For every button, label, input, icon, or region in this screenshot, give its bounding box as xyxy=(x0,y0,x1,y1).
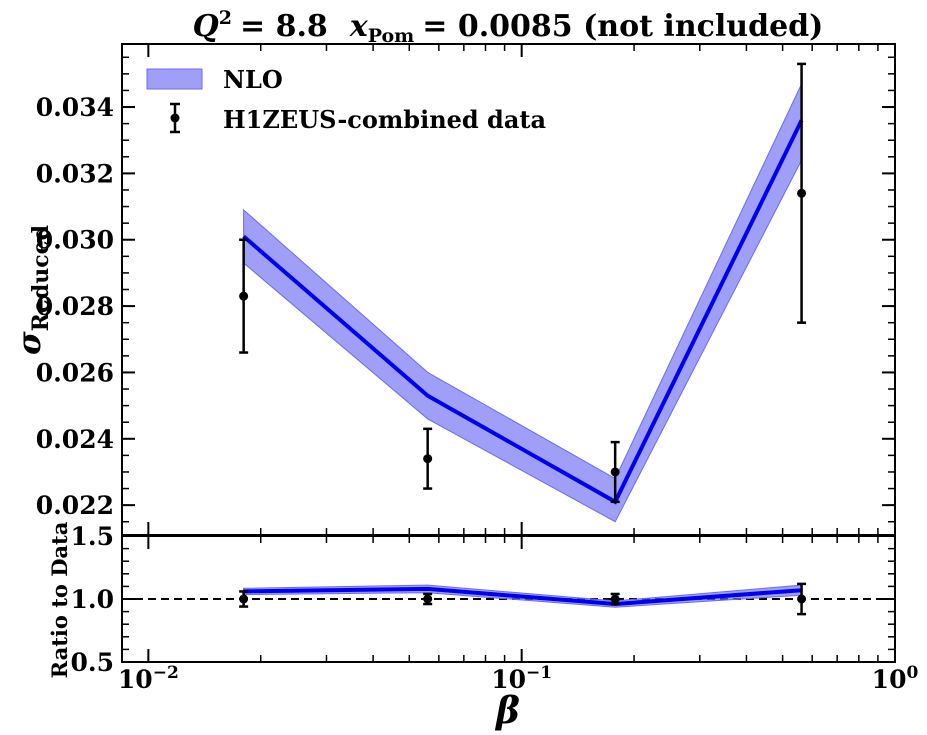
data-marker xyxy=(797,188,807,198)
ratio-data-marker xyxy=(239,594,249,604)
ratio-data-marker xyxy=(423,594,433,604)
data-point xyxy=(423,427,433,490)
y-tick-label: 0.030 xyxy=(36,226,114,255)
ratio-data-point xyxy=(423,592,433,606)
y-tick-label: 0.024 xyxy=(36,425,114,454)
x-tick-label: 10−1 xyxy=(491,663,552,694)
legend-swatch-nlo xyxy=(146,68,203,90)
main-plot-panel: 0.022 0.024 0.026 0.028 0.030 0.032 0.034 xyxy=(36,43,896,536)
legend-label-nlo: NLO xyxy=(223,65,283,94)
ratio-data-point xyxy=(797,582,807,616)
y-tick-label: 0.034 xyxy=(36,93,114,122)
legend-label-data: H1ZEUS-combined data xyxy=(223,105,546,134)
y-axis-label: σReduced xyxy=(10,225,54,355)
ratio-data-point xyxy=(239,590,249,608)
ratio-data-marker xyxy=(797,594,807,604)
y-tick-label: 0.032 xyxy=(36,159,114,188)
nlo-line xyxy=(242,119,804,505)
legend-swatch-data xyxy=(170,102,180,134)
x-tick-label: 100 xyxy=(872,663,919,694)
ratio-plot-panel: 0.5 1.0 1.5 10−2 10−1 100 xyxy=(71,522,919,694)
ratio-y-tick-label: 0.5 xyxy=(71,648,115,677)
chart-title: Q2 = 8.8 xPom = 0.0085 (not included) xyxy=(193,7,824,47)
ratio-y-tick-labels: 0.5 1.0 1.5 xyxy=(71,522,115,677)
ratio-y-tick-label: 1.0 xyxy=(71,585,115,614)
data-marker xyxy=(610,467,620,477)
legend: NLO H1ZEUS-combined data xyxy=(146,65,546,134)
ratio-data-marker xyxy=(610,594,620,604)
ratio-data-point xyxy=(610,592,620,606)
ratio-plot-frame xyxy=(121,535,896,663)
data-point xyxy=(797,62,807,324)
y-tick-label: 0.022 xyxy=(36,491,114,520)
ratio-nlo-line xyxy=(243,586,802,607)
nlo-uncertainty-band xyxy=(243,83,803,523)
ratio-y-axis-label: Ratio to Data xyxy=(47,521,72,678)
main-data-points xyxy=(239,62,807,504)
y-tick-label: 0.026 xyxy=(36,358,114,387)
x-tick-label: 10−2 xyxy=(118,663,179,694)
x-tick-labels: 10−2 10−1 100 xyxy=(118,663,919,694)
data-point xyxy=(610,440,620,504)
data-marker xyxy=(239,291,249,301)
ratio-y-tick-label: 1.5 xyxy=(71,522,115,551)
y-tick-label: 0.028 xyxy=(36,292,114,321)
data-marker xyxy=(423,454,433,464)
main-y-tick-labels: 0.022 0.024 0.026 0.028 0.030 0.032 0.034 xyxy=(36,93,114,520)
data-point xyxy=(239,238,249,354)
x-axis-label: β xyxy=(494,690,520,732)
ratio-data-points xyxy=(239,582,807,616)
